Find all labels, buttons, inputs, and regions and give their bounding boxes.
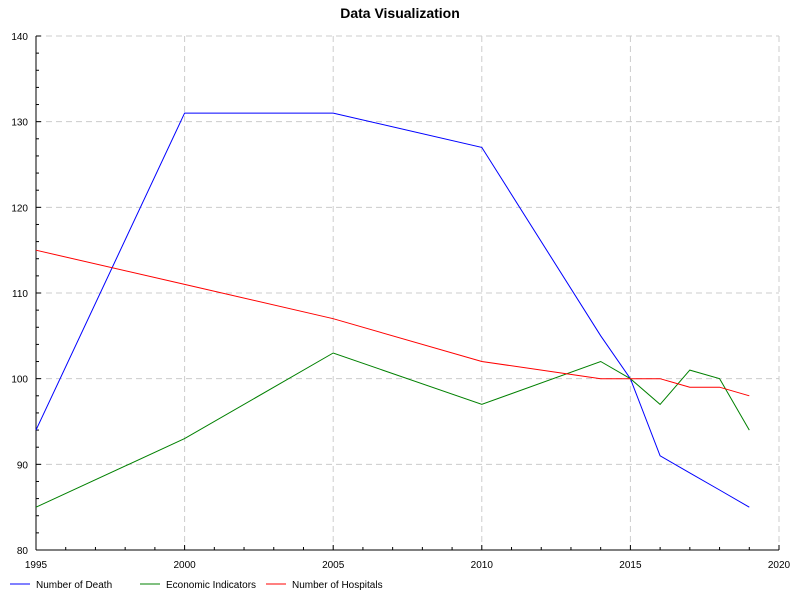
axes: 80 90 100 110 120 130 140 1995 2000 2005 2010 2015 2… (11, 32, 790, 571)
y-tick-label: 130 (11, 118, 28, 129)
y-tick-label: 140 (11, 32, 28, 43)
series-line-economic-indicators (35, 352, 750, 508)
y-tick-label: 120 (11, 203, 28, 214)
chart-title: Data Visualization (340, 5, 460, 21)
series-lines (35, 112, 750, 508)
x-tick-label: 2020 (768, 560, 791, 571)
series-line-number-of-death (35, 112, 750, 508)
legend-label-number-of-death: Number of Death (36, 580, 112, 591)
x-tick-label: 2010 (471, 560, 494, 571)
y-tick-label: 80 (17, 546, 29, 557)
x-tick-label: 1995 (25, 560, 48, 571)
x-tick-label: 2015 (619, 560, 642, 571)
y-tick-label: 110 (12, 289, 28, 300)
x-tick-label: 2005 (322, 560, 345, 571)
legend-label-number-of-hospitals: Number of Hospitals (292, 580, 383, 591)
legend-label-economic-indicators: Economic Indicators (166, 580, 256, 591)
y-tick-label: 90 (17, 460, 29, 471)
legend: Number of Death Economic Indicators Number… (10, 580, 383, 591)
x-tick-label: 2000 (173, 560, 196, 571)
grid-lines (35, 35, 780, 551)
y-tick-label: 100 (11, 375, 28, 386)
series-line-number-of-hospitals (35, 249, 750, 397)
